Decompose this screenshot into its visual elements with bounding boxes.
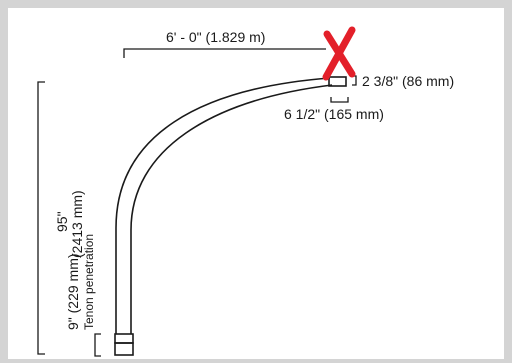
tip-diameter-dimension: 2 3/8" (86 mm) [352,73,454,89]
base-tenon-lower [114,342,134,356]
pole-height-in-label: 95" [54,211,70,232]
x-mark-icon [322,26,356,81]
tenon-penetration-dimension: 9" (229 mm) Tenon penetration [65,234,101,357]
tip-diameter-label: 2 3/8" (86 mm) [362,73,454,89]
arm-length-label: 6' - 0" (1.829 m) [166,29,265,45]
tip-length-label: 6 1/2" (165 mm) [284,106,384,122]
pole-height-mm-label: (2413 mm) [69,190,85,258]
pole-height-dimension: 95" (2413 mm) [37,81,85,355]
tenon-penetration-label: Tenon penetration [82,234,96,330]
arm-length-dimension: 6' - 0" (1.829 m) [123,29,326,58]
pole-arm [114,76,347,356]
tenon-depth-label: 9" (229 mm) [65,253,81,330]
tip-tenon [328,76,347,87]
tip-length-dimension: 6 1/2" (165 mm) [284,97,384,122]
